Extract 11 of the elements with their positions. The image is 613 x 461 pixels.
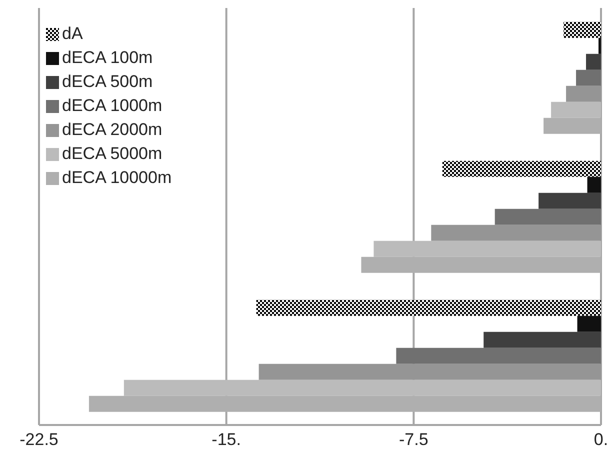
- legend-label: dECA 100m: [62, 48, 153, 68]
- legend-label: dECA 10000m: [62, 168, 172, 188]
- legend-label: dA: [62, 24, 83, 44]
- x-tick-label: -7.5: [399, 430, 428, 450]
- legend-label: dECA 5000m: [62, 144, 162, 164]
- x-tick-label: -22.5: [20, 430, 58, 450]
- x-tick-label: 0.: [594, 430, 608, 450]
- legend-label: dECA 500m: [62, 72, 153, 92]
- x-tick-label: -15.: [212, 430, 241, 450]
- legend-label: dECA 1000m: [62, 96, 162, 116]
- legend-label: dECA 2000m: [62, 120, 162, 140]
